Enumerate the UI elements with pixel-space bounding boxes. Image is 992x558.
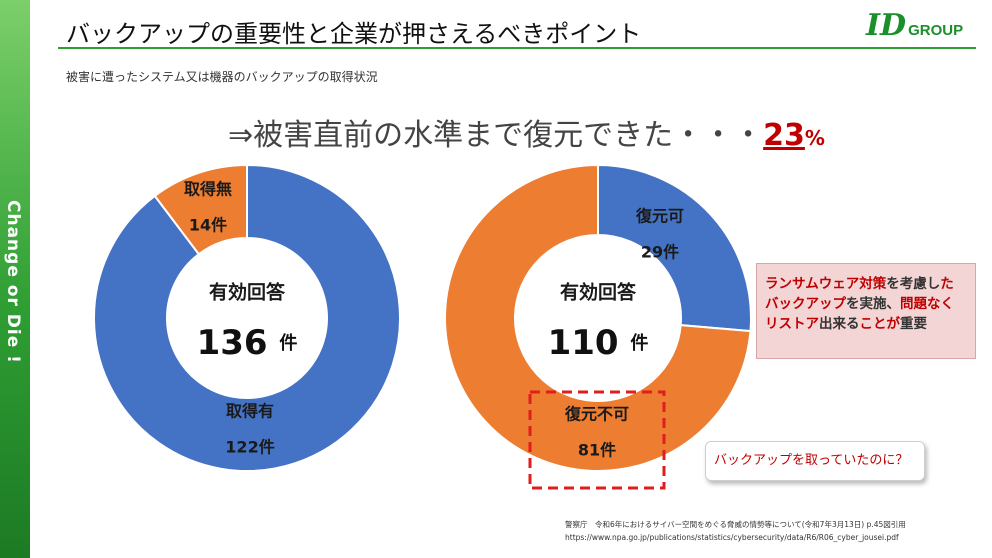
- headline: ⇒被害直前の水準まで復元できた・・・23%: [228, 110, 825, 154]
- recommendation-part-4: 問題なくリストア: [765, 296, 954, 332]
- donut-2-value-label-1: 81件: [578, 441, 616, 460]
- headline-text: ⇒被害直前の水準まで復元できた・・・: [228, 118, 764, 153]
- recommendation-part-2: たバックアップ: [765, 276, 954, 312]
- donut-1-slice-取得無: [153, 163, 248, 256]
- headline-percent: 23: [763, 118, 805, 153]
- recommendation-part-6: ことが: [859, 316, 901, 332]
- recommendation-part-5: 出来る: [819, 316, 860, 332]
- callout-bubble: バックアップを取っていたのに？: [705, 441, 925, 481]
- recommendation-box: ランサムウェア対策を考慮したバックアップを実施、問題なくリストア出来ることが重要: [756, 263, 976, 359]
- recommendation-part-1: を考慮し: [886, 276, 941, 292]
- donut-2-category-label-1: 復元不可: [564, 405, 629, 424]
- donut-1-category-label-0: 取得有: [226, 402, 274, 421]
- source-line-2: https://www.npa.go.jp/publications/stati…: [565, 533, 899, 542]
- donut-1-slice-取得有: [93, 163, 401, 472]
- donut-1-value-label-1: 14件: [189, 216, 227, 235]
- source-line-1: 警察庁 令和6年におけるサイバー空間をめぐる脅威の情勢等について(令和7年3月1…: [565, 520, 906, 529]
- title-divider: [58, 47, 976, 49]
- donut-1-value-label-0: 122件: [225, 438, 274, 457]
- donut-2-slice-復元不可: [444, 163, 752, 472]
- logo-group-text: GROUP: [908, 22, 964, 39]
- donut-1-category-label-1: 取得無: [184, 180, 232, 199]
- donut-2-value-label-0: 29件: [641, 243, 679, 262]
- page-title: バックアップの重要性と企業が押さえるべきポイント: [66, 20, 642, 48]
- sidebar-band: Change or Die !: [0, 0, 30, 558]
- recommendation-part-3: を実施、: [846, 296, 900, 312]
- highlight-dashed-box: [528, 390, 666, 490]
- source-citation: 警察庁 令和6年におけるサイバー空間をめぐる脅威の情勢等について(令和7年3月1…: [565, 518, 906, 544]
- donut-2-category-label-0: 復元可: [635, 207, 684, 226]
- recommendation-part-0: ランサムウェア対策: [765, 276, 887, 292]
- callout-tail: [672, 466, 706, 480]
- donut-1-total: 136 件: [197, 323, 298, 363]
- chart-subtitle: 被害に遭ったシステム又は機器のバックアップの取得状況: [66, 70, 378, 84]
- donut-2-slice-復元可: [597, 163, 752, 333]
- company-logo: ID GROUP: [866, 8, 963, 43]
- headline-percent-unit: %: [804, 126, 825, 150]
- recommendation-part-7: 重要: [900, 316, 927, 332]
- logo-id-mark: ID: [866, 8, 907, 43]
- donut-2-center-label: 有効回答: [560, 281, 637, 304]
- sidebar-slogan: Change or Die !: [3, 200, 23, 364]
- donut-2-total: 110 件: [548, 323, 649, 363]
- donut-1-center-label: 有効回答: [209, 281, 286, 304]
